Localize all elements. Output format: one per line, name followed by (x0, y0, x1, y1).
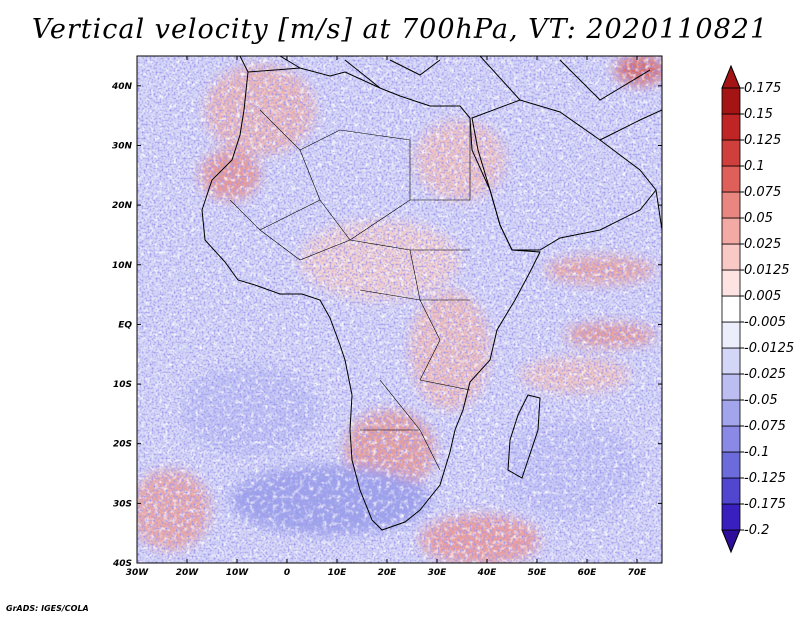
madagascar (507, 394, 541, 479)
europe-coast (239, 56, 651, 101)
latitude-axis: 40N 30N 20N 10N EQ 10S 20S 30S 40S (111, 82, 662, 569)
lon-tick-label: 60E (578, 568, 598, 578)
colorbar-bin (721, 347, 741, 375)
colorbar-bin (721, 191, 741, 219)
colorbar-label: -0.1 (744, 445, 769, 460)
lat-tick-label: 20S (113, 440, 132, 450)
colorbar-label: -0.075 (744, 419, 786, 434)
country-borders (229, 109, 471, 471)
colorbar-bin (721, 139, 741, 167)
grads-credit: GrADS: IGES/COLA (6, 604, 89, 613)
map-title: Vertical velocity [m/s] at 700hPa, VT: 2… (31, 14, 769, 45)
colorbar-bin (721, 243, 741, 271)
lon-tick-label: 40E (477, 568, 498, 578)
colorbar-bin (721, 503, 741, 531)
colorbar-bin (721, 477, 741, 505)
colorbar-bin (721, 451, 741, 479)
colorbar-label: 0.005 (744, 289, 781, 304)
colorbar-label: 0.15 (744, 107, 773, 122)
lon-tick-label: 10W (226, 568, 250, 578)
colorbar-label: -0.2 (744, 523, 769, 538)
colorbar-label: -0.025 (744, 367, 786, 382)
colorbar-bin (721, 425, 741, 453)
africa-coastline (201, 67, 541, 531)
colorbar-label: 0.05 (744, 211, 773, 226)
lat-tick-label: 30S (113, 499, 132, 509)
plot-frame (136, 55, 663, 564)
colorbar-label: -0.05 (744, 393, 778, 408)
arabian-peninsula (471, 99, 657, 251)
lon-tick-label: 20W (176, 568, 200, 578)
colorbar-bin (721, 87, 741, 115)
coastlines (201, 56, 662, 531)
colorbar-label: 0.125 (744, 133, 781, 148)
colorbar-bin (721, 269, 741, 297)
lon-tick-label: 50E (528, 568, 548, 578)
colorbar-min-triangle (721, 529, 741, 554)
colorbar-label: 0.0125 (744, 263, 790, 278)
lat-tick-label: 20N (112, 201, 133, 211)
colorbar: -0.2 -0.175 -0.125 -0.1 -0.075 -0.05 -0.025 -0.… (721, 64, 794, 554)
colorbar-bin (721, 113, 741, 141)
colorbar-bin (721, 321, 741, 349)
colorbar-bin (721, 295, 741, 323)
colorbar-label: -0.005 (744, 315, 786, 330)
colorbar-label: -0.175 (744, 497, 786, 512)
lon-tick-label: 20E (378, 568, 398, 578)
colorbar-label: 0.175 (744, 81, 781, 96)
colorbar-label: 0.025 (744, 237, 781, 252)
east-coast-asia (599, 109, 662, 231)
lat-tick-label: EQ (118, 320, 132, 330)
colorbar-label: 0.1 (744, 159, 765, 174)
longitude-axis: 30W 20W 10W 0 10E 20E 30E 40E 50E 60E 70E (126, 56, 647, 578)
colorbar-bin (721, 399, 741, 427)
colorbar-bin (721, 373, 741, 401)
lon-tick-label: 70E (628, 568, 648, 578)
vertical-velocity-field (137, 56, 662, 563)
lon-tick-label: 10E (328, 568, 348, 578)
lat-tick-label: 30N (112, 141, 133, 151)
lat-tick-label: 10N (112, 261, 133, 271)
colorbar-bin (721, 165, 741, 193)
lon-tick-label: 30W (126, 568, 150, 578)
lon-tick-label: 30E (428, 568, 448, 578)
lat-tick-label: 10S (113, 380, 132, 390)
colorbar-label: -0.0125 (744, 341, 794, 356)
colorbar-label: 0.075 (744, 185, 781, 200)
colorbar-label: -0.125 (744, 471, 786, 486)
lat-tick-label: 40N (111, 82, 133, 92)
colorbar-max-triangle (721, 64, 741, 89)
lat-tick-label: 40S (112, 559, 132, 569)
lon-tick-label: 0 (284, 568, 290, 578)
colorbar-bin (721, 217, 741, 245)
